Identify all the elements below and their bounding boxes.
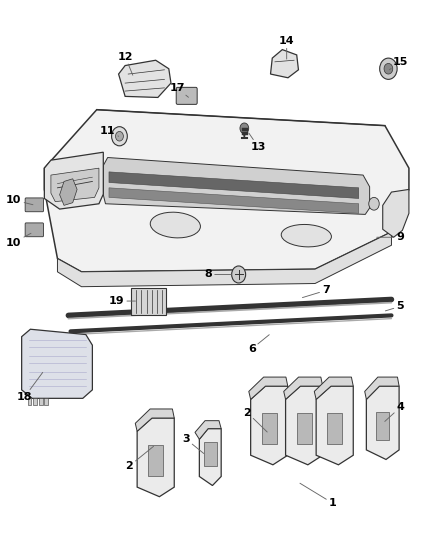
Ellipse shape <box>150 212 201 238</box>
Text: 2: 2 <box>244 408 267 432</box>
Polygon shape <box>51 168 99 201</box>
Polygon shape <box>131 288 166 316</box>
Polygon shape <box>314 377 353 399</box>
Circle shape <box>369 197 379 210</box>
Text: 4: 4 <box>385 402 404 422</box>
Text: 18: 18 <box>17 373 43 402</box>
Polygon shape <box>103 158 370 214</box>
Polygon shape <box>284 377 323 399</box>
Polygon shape <box>271 50 298 78</box>
Text: 15: 15 <box>389 57 408 70</box>
Circle shape <box>240 123 249 134</box>
Polygon shape <box>316 386 353 465</box>
Polygon shape <box>383 189 409 237</box>
Polygon shape <box>60 179 77 205</box>
Polygon shape <box>365 377 399 399</box>
Polygon shape <box>57 232 392 287</box>
Polygon shape <box>366 386 399 459</box>
Circle shape <box>116 132 124 141</box>
Polygon shape <box>262 414 277 444</box>
Polygon shape <box>148 445 163 476</box>
Polygon shape <box>286 386 323 465</box>
Polygon shape <box>137 418 174 497</box>
Circle shape <box>112 127 127 146</box>
Bar <box>33 398 37 405</box>
Polygon shape <box>297 414 311 444</box>
Text: 10: 10 <box>6 233 31 247</box>
Polygon shape <box>199 429 221 486</box>
FancyBboxPatch shape <box>25 223 43 237</box>
Polygon shape <box>44 152 103 209</box>
Bar <box>44 398 48 405</box>
Polygon shape <box>195 421 221 439</box>
Text: 17: 17 <box>170 83 188 98</box>
Text: 19: 19 <box>109 296 135 306</box>
Text: 7: 7 <box>302 286 330 297</box>
Text: 6: 6 <box>248 335 269 354</box>
Bar <box>28 398 31 405</box>
Text: 1: 1 <box>300 483 336 508</box>
Text: 14: 14 <box>279 36 294 59</box>
Text: 12: 12 <box>117 52 133 75</box>
Polygon shape <box>119 60 171 98</box>
Text: 10: 10 <box>6 195 33 205</box>
Polygon shape <box>44 110 409 272</box>
Text: 13: 13 <box>249 133 266 152</box>
Polygon shape <box>109 188 359 213</box>
Circle shape <box>380 58 397 79</box>
Polygon shape <box>135 409 174 431</box>
Text: 2: 2 <box>126 446 154 471</box>
Text: 3: 3 <box>183 434 204 454</box>
FancyBboxPatch shape <box>176 87 197 104</box>
Text: 11: 11 <box>100 126 119 136</box>
Text: 5: 5 <box>385 301 404 311</box>
Bar <box>39 398 42 405</box>
Polygon shape <box>251 386 288 465</box>
FancyBboxPatch shape <box>25 198 43 212</box>
Text: 8: 8 <box>204 270 232 279</box>
Polygon shape <box>376 412 389 440</box>
Ellipse shape <box>281 224 332 247</box>
Circle shape <box>384 63 393 74</box>
Polygon shape <box>204 442 217 466</box>
Polygon shape <box>21 329 92 398</box>
Text: 9: 9 <box>377 232 404 243</box>
Circle shape <box>232 266 246 283</box>
Polygon shape <box>327 414 342 444</box>
Polygon shape <box>109 172 359 198</box>
Polygon shape <box>249 377 288 399</box>
